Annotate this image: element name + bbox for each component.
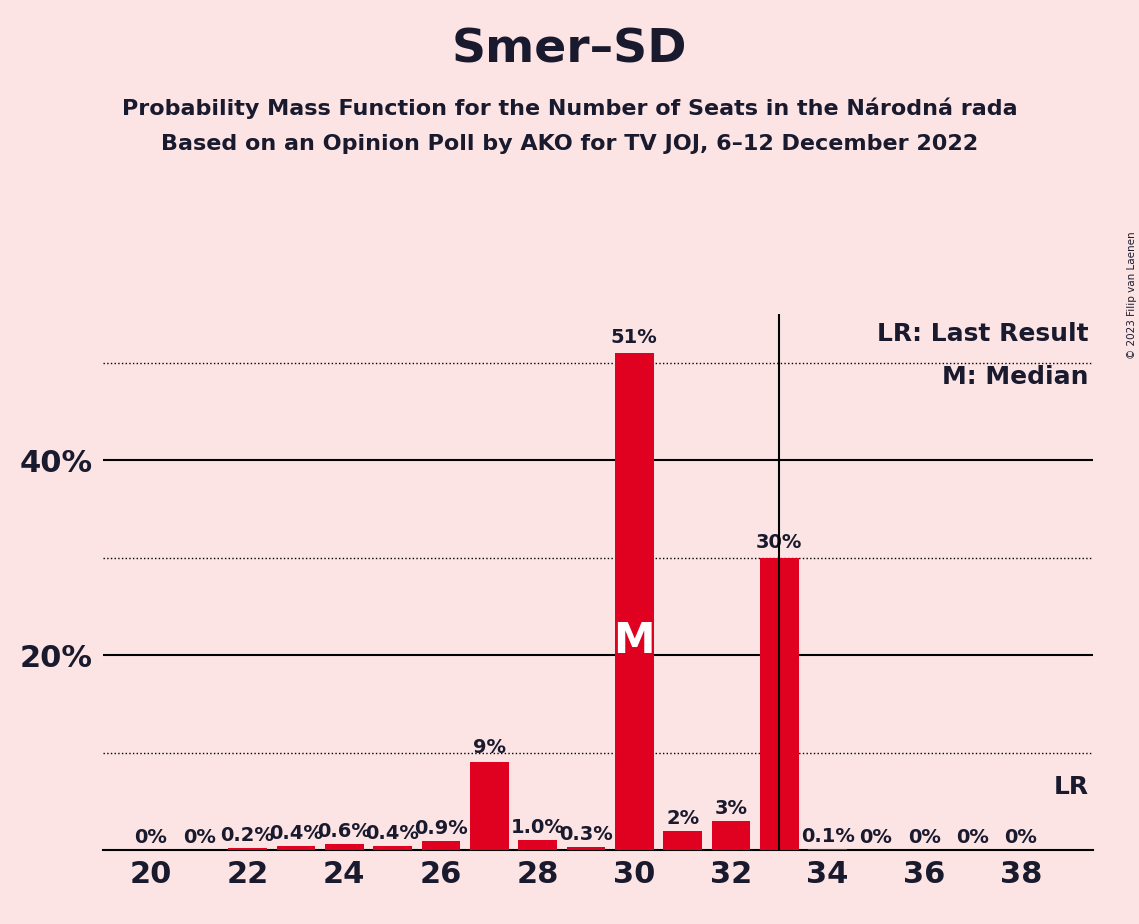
Text: 0%: 0% <box>134 828 167 847</box>
Text: 9%: 9% <box>473 737 506 757</box>
Bar <box>470 762 508 850</box>
Text: 0.1%: 0.1% <box>801 827 854 846</box>
Text: Probability Mass Function for the Number of Seats in the Národná rada: Probability Mass Function for the Number… <box>122 97 1017 118</box>
Bar <box>615 353 654 850</box>
Text: 2%: 2% <box>666 808 699 828</box>
Text: 0%: 0% <box>182 828 215 847</box>
Bar <box>518 840 557 850</box>
Bar <box>325 845 363 850</box>
Text: 0.2%: 0.2% <box>221 826 274 845</box>
Text: © 2023 Filip van Laenen: © 2023 Filip van Laenen <box>1126 231 1137 359</box>
Bar <box>374 846 412 850</box>
Bar <box>228 848 267 850</box>
Bar <box>663 831 702 850</box>
Bar <box>566 847 605 850</box>
Text: 30%: 30% <box>756 533 803 552</box>
Text: 0.4%: 0.4% <box>366 824 419 844</box>
Text: 0.6%: 0.6% <box>318 822 371 842</box>
Text: 0.9%: 0.9% <box>413 820 468 838</box>
Text: 0%: 0% <box>860 828 892 847</box>
Text: 51%: 51% <box>611 328 657 347</box>
Text: Smer–SD: Smer–SD <box>452 28 687 73</box>
Bar <box>421 842 460 850</box>
Text: 0%: 0% <box>908 828 941 847</box>
Text: 3%: 3% <box>714 799 747 818</box>
Text: 0.4%: 0.4% <box>269 824 322 844</box>
Bar <box>760 558 798 850</box>
Bar <box>809 849 847 850</box>
Text: M: Median: M: Median <box>942 365 1089 389</box>
Bar <box>277 846 316 850</box>
Text: 1.0%: 1.0% <box>510 819 565 837</box>
Text: M: M <box>614 620 655 663</box>
Bar <box>712 821 751 850</box>
Text: 0%: 0% <box>1005 828 1038 847</box>
Text: LR: Last Result: LR: Last Result <box>877 322 1089 346</box>
Text: LR: LR <box>1054 774 1089 798</box>
Text: 0.3%: 0.3% <box>559 825 613 845</box>
Text: Based on an Opinion Poll by AKO for TV JOJ, 6–12 December 2022: Based on an Opinion Poll by AKO for TV J… <box>161 134 978 154</box>
Text: 0%: 0% <box>956 828 989 847</box>
